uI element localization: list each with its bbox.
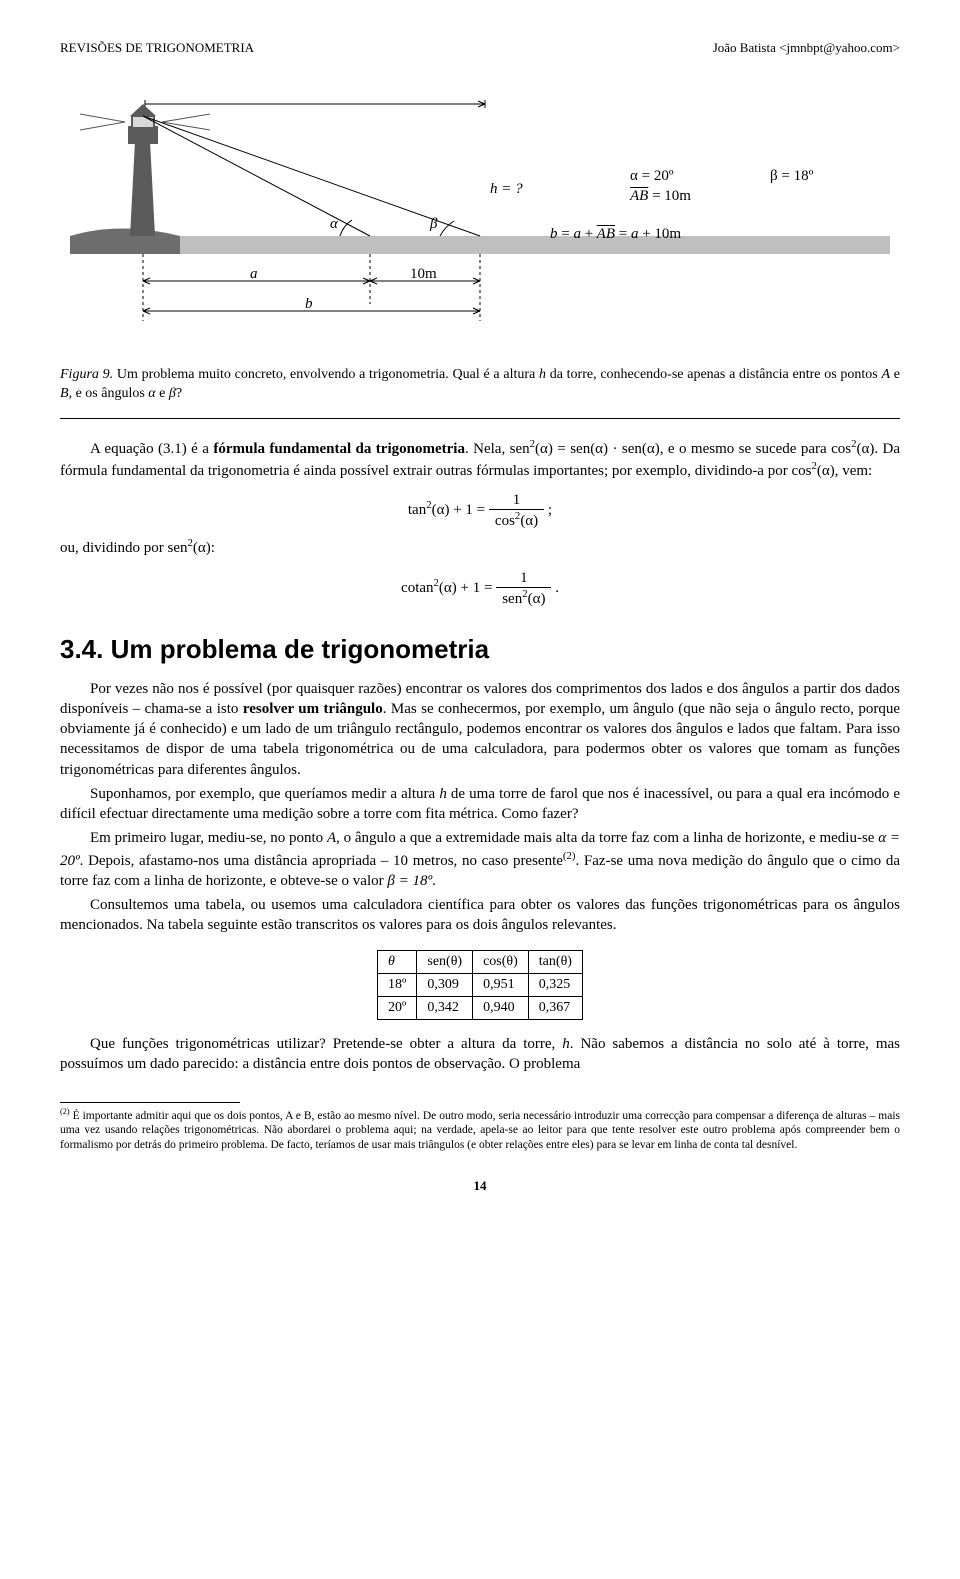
paragraph-primeiro-lugar: Em primeiro lugar, mediu-se, no ponto A,… [60,828,900,891]
diagram-b-eq: b = a + AB = a + 10m [550,226,681,243]
paragraph-fundamental-formula: A equação (3.1) é a fórmula fundamental … [60,437,900,482]
diagram-AB-eq: AB = 10m [630,188,691,205]
header-left: REVISÕES DE TRIGONOMETRIA [60,40,254,56]
table-header-row: θ sen(θ) cos(θ) tan(θ) [378,950,583,973]
trig-values-table: θ sen(θ) cos(θ) tan(θ) 18º 0,309 0,951 0… [377,950,583,1020]
table-header-theta: θ [378,950,417,973]
table-row: 18º 0,309 0,951 0,325 [378,973,583,996]
paragraph-consultemos: Consultemos uma tabela, ou usemos uma ca… [60,895,900,936]
page-number: 14 [60,1178,900,1194]
diagram-alpha-eq: α = 20º [630,168,673,185]
paragraph-resolver: Por vezes não nos é possível (por quaisq… [60,679,900,780]
equation-cotan: cotan2(α) + 1 = 1 sen2(α) . [60,569,900,608]
lighthouse-diagram: α β h = ? α = 20º β = 18º AB = 10m b = a… [70,86,890,346]
diagram-10m: 10m [410,266,437,283]
table-header-cos: cos(θ) [473,950,529,973]
section-heading: 3.4. Um problema de trigonometria [60,634,900,665]
equation-tan: tan2(α) + 1 = 1 cos2(α) ; [60,491,900,530]
diagram-a-label: a [250,266,258,283]
page-header: REVISÕES DE TRIGONOMETRIA João Batista <… [60,40,900,56]
paragraph-divide-sen: ou, dividindo por sen2(α): [60,536,900,558]
diagram-h-eq: h = ? [490,181,523,198]
diagram-b-label: b [305,296,313,313]
table-header-sen: sen(θ) [417,950,473,973]
paragraph-que-funcoes: Que funções trigonométricas utilizar? Pr… [60,1034,900,1075]
paragraph-suponhamos: Suponhamos, por exemplo, que queríamos m… [60,784,900,825]
table-row: 20º 0,342 0,940 0,367 [378,996,583,1019]
footnote-2: (2) É importante admitir aqui que os doi… [60,1107,900,1152]
diagram-beta-eq: β = 18º [770,168,813,185]
diagram-alpha: α [330,216,338,233]
table-header-tan: tan(θ) [528,950,582,973]
footnote-separator [60,1102,240,1103]
figure-9-caption: Figura 9. Um problema muito concreto, en… [60,366,900,404]
diagram-beta: β [430,216,437,233]
figure-label: Figura 9. [60,367,113,382]
diagram-svg [70,86,890,346]
figure-9: α β h = ? α = 20º β = 18º AB = 10m b = a… [60,86,900,346]
header-right: João Batista <jmnbpt@yahoo.com> [713,40,900,56]
separator-line [60,418,900,419]
